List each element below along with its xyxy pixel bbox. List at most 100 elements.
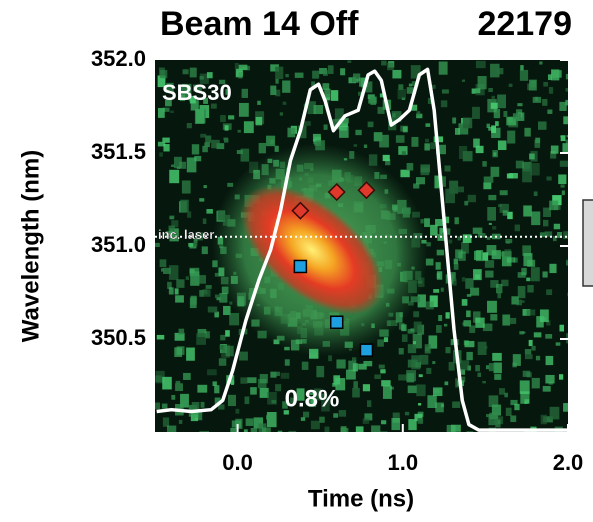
speckle <box>175 380 181 384</box>
speckle <box>413 311 420 318</box>
speckle <box>439 227 445 235</box>
speckle <box>483 182 492 190</box>
speckle <box>440 287 444 292</box>
speckle <box>545 355 554 366</box>
speckle <box>287 127 296 138</box>
speckle <box>435 144 446 155</box>
speckle <box>173 156 182 169</box>
speckle <box>540 414 547 425</box>
speckle <box>214 294 220 299</box>
speckle <box>385 159 391 166</box>
speckle <box>531 211 541 226</box>
speckle <box>380 369 386 374</box>
speckle <box>565 87 568 92</box>
speckle <box>225 89 231 95</box>
speckle <box>425 301 434 310</box>
speckle <box>487 207 496 221</box>
speckle <box>436 271 443 280</box>
percent-label: 0.8% <box>285 385 340 412</box>
speckle <box>419 354 429 365</box>
speckle <box>513 257 518 263</box>
speckle <box>345 369 356 380</box>
speckle <box>517 103 523 107</box>
speckle <box>482 252 489 261</box>
speckle <box>280 372 290 379</box>
speckle <box>378 364 385 369</box>
speckle <box>202 145 208 153</box>
x-tick-label: 2.0 <box>553 450 584 475</box>
speckle <box>186 347 195 361</box>
speckle <box>203 289 208 295</box>
pulse-line <box>156 67 568 432</box>
speckle <box>371 425 381 432</box>
speckle <box>270 371 277 378</box>
speckle <box>282 401 288 409</box>
speckle <box>190 295 197 305</box>
speckle <box>297 125 307 139</box>
speckle <box>470 287 480 296</box>
speckle <box>432 361 436 365</box>
speckle <box>521 267 527 276</box>
speckle <box>290 397 297 404</box>
speckle <box>482 161 487 167</box>
speckle <box>204 142 210 148</box>
speckle <box>217 404 225 410</box>
speckle <box>227 182 234 187</box>
speckle <box>522 308 531 316</box>
speckle <box>517 112 525 121</box>
speckle <box>550 145 559 154</box>
speckle <box>406 370 417 382</box>
speckle <box>490 102 498 109</box>
speckle <box>239 351 248 361</box>
speckle <box>452 401 461 408</box>
speckle <box>497 94 507 109</box>
speckle <box>535 96 539 102</box>
speckle <box>197 384 208 393</box>
speckle <box>312 70 320 79</box>
speckle <box>377 106 385 114</box>
speckle <box>519 331 524 335</box>
speckle <box>188 242 194 247</box>
speckle <box>178 328 185 335</box>
speckle <box>185 276 190 280</box>
reference-label: inc. laser <box>158 227 214 242</box>
speckle <box>294 72 304 78</box>
speckle <box>352 73 361 82</box>
speckle <box>416 384 426 397</box>
speckle <box>401 151 406 156</box>
speckle <box>454 217 459 225</box>
speckle <box>547 109 553 114</box>
speckle <box>492 352 502 361</box>
speckle <box>526 309 536 316</box>
speckle <box>212 381 217 387</box>
speckle <box>490 314 498 321</box>
speckle <box>408 83 413 87</box>
speckle <box>400 169 410 178</box>
speckle <box>554 426 563 432</box>
speckle <box>430 142 436 150</box>
speckle <box>475 145 484 154</box>
speckle <box>310 420 320 430</box>
speckle <box>157 75 166 88</box>
speckle <box>520 65 524 71</box>
speckle <box>544 231 553 237</box>
speckle <box>327 65 334 74</box>
speckle <box>245 418 254 426</box>
speckle <box>199 275 207 284</box>
speckle <box>444 165 451 172</box>
speckle <box>417 411 424 417</box>
speckle <box>531 345 536 351</box>
speckle <box>531 377 540 389</box>
speckle <box>355 426 364 432</box>
speckle <box>488 194 497 201</box>
speckle <box>473 138 480 148</box>
speckle <box>502 210 508 216</box>
speckle <box>175 383 183 392</box>
speckle <box>514 403 520 411</box>
speckle <box>171 220 179 228</box>
speckle <box>383 337 389 343</box>
speckle <box>492 226 497 230</box>
speckle <box>413 183 420 189</box>
speckle <box>527 83 536 91</box>
